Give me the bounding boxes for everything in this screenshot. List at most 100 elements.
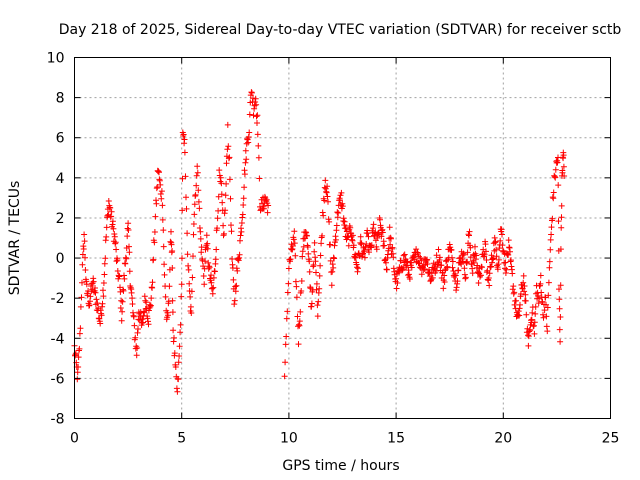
y-tick-label: 4 <box>56 171 65 187</box>
data-point <box>189 274 196 281</box>
data-point <box>77 325 84 332</box>
x-tick-label: 25 <box>602 431 620 447</box>
data-point <box>238 228 245 235</box>
data-point <box>520 279 527 286</box>
data-point <box>340 215 347 222</box>
data-point <box>290 236 297 243</box>
data-point <box>79 261 86 268</box>
data-point <box>284 308 291 315</box>
data-point <box>483 257 490 263</box>
data-point <box>169 248 176 254</box>
data-point <box>366 249 372 256</box>
data-point <box>531 330 538 337</box>
data-point <box>169 297 176 304</box>
data-point <box>169 309 176 316</box>
data-point <box>160 227 167 234</box>
data-point <box>179 207 186 214</box>
data-point <box>227 195 234 202</box>
data-point <box>322 177 329 184</box>
data-point <box>416 253 422 260</box>
data-point <box>408 264 415 271</box>
data-point <box>176 343 183 350</box>
data-point <box>152 213 159 220</box>
data-point <box>148 295 155 302</box>
data-point <box>547 246 554 253</box>
data-point <box>306 268 313 275</box>
data-point <box>221 230 227 237</box>
data-point <box>472 243 478 250</box>
data-point <box>236 251 243 258</box>
data-point <box>103 224 110 231</box>
data-point <box>153 200 160 207</box>
data-point <box>149 279 156 286</box>
data-point <box>217 174 224 181</box>
data-point <box>350 242 357 249</box>
data-point <box>197 235 204 242</box>
data-point <box>517 301 523 308</box>
data-point <box>497 237 504 244</box>
data-point <box>364 230 371 237</box>
data-point <box>228 222 234 229</box>
data-point <box>481 251 488 258</box>
data-point <box>185 262 192 269</box>
data-point <box>133 352 140 359</box>
x-tick-label: 5 <box>177 431 186 447</box>
data-point <box>329 268 336 275</box>
data-point <box>328 282 335 289</box>
data-point <box>250 95 256 102</box>
data-point <box>254 112 261 119</box>
data-point <box>561 173 568 179</box>
data-point <box>473 252 480 259</box>
data-point <box>175 359 182 366</box>
data-point <box>200 273 207 279</box>
data-point <box>94 300 101 307</box>
data-point <box>308 300 315 307</box>
data-point <box>193 172 200 179</box>
data-point <box>441 279 448 285</box>
data-point <box>129 301 136 307</box>
data-point <box>140 319 146 326</box>
y-axis-label: SDTVAR / TECUs <box>7 181 23 296</box>
data-point <box>285 280 292 287</box>
data-point <box>142 297 149 304</box>
data-point <box>310 262 317 268</box>
data-point <box>349 237 356 244</box>
data-point <box>502 265 508 272</box>
data-point <box>282 341 289 348</box>
data-point <box>537 272 544 279</box>
data-point <box>172 364 179 370</box>
data-point <box>216 167 223 174</box>
y-tick-label: -8 <box>51 412 65 428</box>
data-point <box>111 233 118 240</box>
data-point <box>557 314 564 320</box>
data-point <box>294 313 301 320</box>
data-point <box>284 289 291 296</box>
data-point <box>218 180 225 187</box>
data-point <box>168 241 175 248</box>
data-point <box>454 278 461 285</box>
data-point <box>119 298 126 305</box>
data-point <box>130 313 137 320</box>
data-point <box>532 310 539 317</box>
data-point <box>283 333 290 340</box>
data-point <box>160 243 167 250</box>
data-point <box>333 222 340 229</box>
data-point <box>334 209 341 216</box>
data-point <box>505 237 512 244</box>
data-point <box>377 216 383 223</box>
data-point <box>285 265 292 272</box>
data-point <box>90 278 97 285</box>
data-point <box>493 253 500 260</box>
data-point <box>311 239 318 246</box>
data-point <box>394 280 401 286</box>
data-point <box>151 229 158 235</box>
data-point <box>175 376 182 383</box>
data-point <box>98 312 105 319</box>
data-point <box>123 255 130 262</box>
data-point <box>159 216 166 223</box>
data-point <box>287 256 294 263</box>
data-point <box>149 284 156 291</box>
data-point <box>530 322 537 329</box>
data-point <box>260 205 267 212</box>
data-point <box>145 321 152 328</box>
